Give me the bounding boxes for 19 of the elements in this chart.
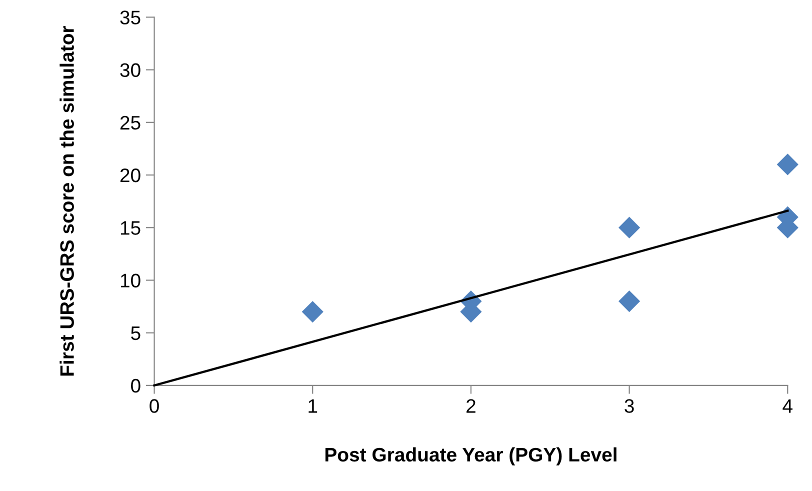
y-tick-label: 5 xyxy=(131,326,140,340)
y-axis-title: First URS-GRS score on the simulator xyxy=(60,26,74,376)
x-tick-label: 3 xyxy=(624,399,634,413)
x-tick-label: 0 xyxy=(150,399,159,413)
y-tick-label: 0 xyxy=(131,378,140,393)
y-tick-label: 20 xyxy=(120,168,140,182)
y-tick-label: 35 xyxy=(120,10,140,24)
point xyxy=(618,217,640,238)
y-tick-label: 25 xyxy=(120,116,140,130)
point xyxy=(302,301,324,322)
x-axis-title: Post Graduate Year (PGY) Level xyxy=(325,447,616,466)
y-tick-label: 30 xyxy=(120,63,140,78)
point xyxy=(618,290,640,312)
x-tick-label: 2 xyxy=(466,399,476,413)
y-tick-label: 15 xyxy=(120,221,140,235)
point xyxy=(777,154,798,175)
y-tick-label: 10 xyxy=(120,274,140,288)
x-tick-label: 4 xyxy=(782,399,792,413)
x-tick-label: 1 xyxy=(308,399,318,413)
